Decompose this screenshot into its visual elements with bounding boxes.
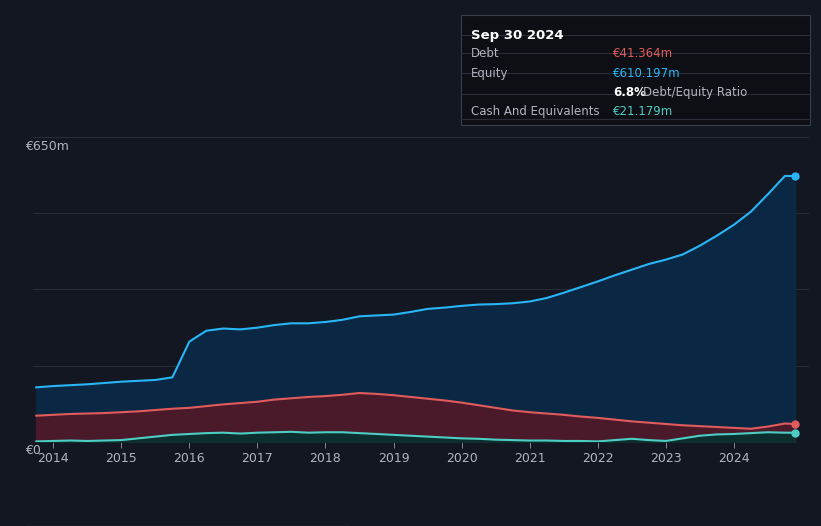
Text: €41.364m: €41.364m (613, 47, 673, 60)
Text: Equity: Equity (471, 67, 509, 80)
Text: Debt/Equity Ratio: Debt/Equity Ratio (643, 86, 747, 99)
Text: 6.8%: 6.8% (613, 86, 646, 99)
Text: €610.197m: €610.197m (613, 67, 681, 80)
Text: Cash And Equivalents: Cash And Equivalents (471, 105, 600, 118)
Text: €0: €0 (25, 444, 40, 458)
Text: €21.179m: €21.179m (613, 105, 673, 118)
Text: €650m: €650m (25, 140, 68, 153)
Text: Sep 30 2024: Sep 30 2024 (471, 29, 564, 43)
Text: Debt: Debt (471, 47, 500, 60)
